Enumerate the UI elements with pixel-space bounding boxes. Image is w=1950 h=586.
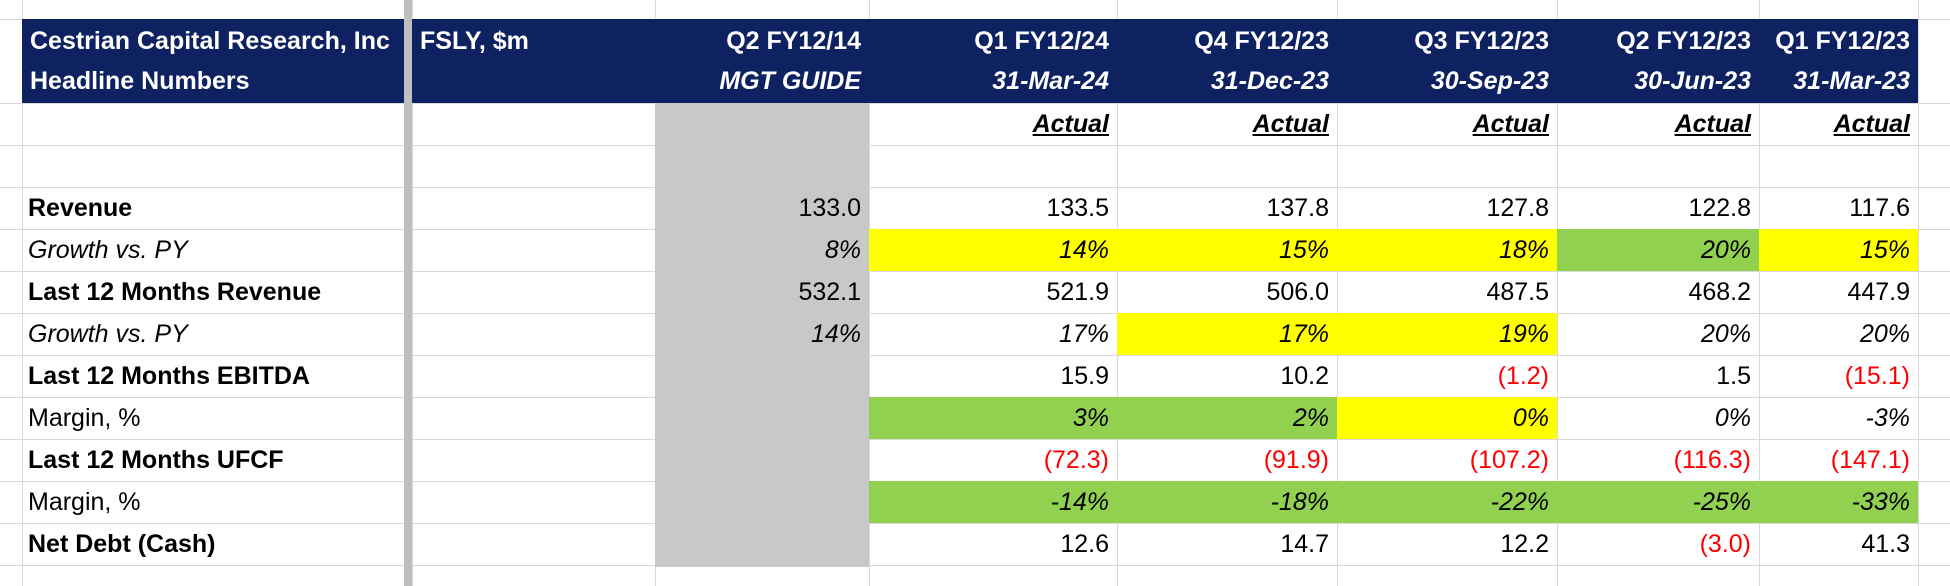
guide-period: Q2 FY12/14: [726, 27, 861, 55]
ticker-header-cell[interactable]: FSLY, $m: [412, 19, 655, 103]
value-cell[interactable]: (72.3): [1043, 446, 1109, 474]
value-cell[interactable]: 1.5: [1716, 362, 1751, 390]
company-header-cell[interactable]: Cestrian Capital Research, Inc Headline …: [22, 19, 404, 103]
guide-value[interactable]: 133.0: [798, 194, 861, 222]
table-row: Last 12 Months EBITDA 15.9 10.2 (1.2) 1.…: [0, 355, 1950, 397]
value-cell[interactable]: 487.5: [1486, 278, 1549, 306]
guide-value[interactable]: 532.1: [798, 278, 861, 306]
value-cell[interactable]: 521.9: [1046, 278, 1109, 306]
value-cell[interactable]: -14%: [869, 481, 1117, 523]
value-cell[interactable]: 19%: [1337, 313, 1557, 355]
period-quarter: Q2 FY12/23: [1616, 27, 1751, 55]
period-quarter: Q3 FY12/23: [1414, 27, 1549, 55]
table-row: Margin, % 3% 2% 0% 0% -3%: [0, 397, 1950, 439]
table-row: Margin, % -14% -18% -22% -25% -33%: [0, 481, 1950, 523]
row-label[interactable]: Last 12 Months UFCF: [28, 446, 284, 474]
value-cell[interactable]: 10.2: [1280, 362, 1329, 390]
row-label[interactable]: Growth vs. PY: [28, 236, 188, 264]
value-cell[interactable]: (1.2): [1497, 362, 1549, 390]
table-row: Growth vs. PY 8% 14% 15% 18% 20% 15%: [0, 229, 1950, 271]
value-cell[interactable]: (147.1): [1830, 446, 1910, 474]
value-cell[interactable]: 0%: [1337, 397, 1557, 439]
value-cell[interactable]: 137.8: [1266, 194, 1329, 222]
value-cell[interactable]: 20%: [1859, 320, 1910, 348]
value-cell[interactable]: 468.2: [1688, 278, 1751, 306]
table-row: Net Debt (Cash) 12.6 14.7 12.2 (3.0) 41.…: [0, 523, 1950, 565]
value-cell[interactable]: 14%: [869, 229, 1117, 271]
value-cell[interactable]: 12.2: [1500, 530, 1549, 558]
period-header-2[interactable]: Q4 FY12/23 31-Dec-23: [1117, 19, 1337, 103]
value-cell[interactable]: 41.3: [1861, 530, 1910, 558]
row-label[interactable]: Revenue: [28, 194, 133, 222]
table-row: Last 12 Months UFCF (72.3) (91.9) (107.2…: [0, 439, 1950, 481]
value-cell[interactable]: 3%: [869, 397, 1117, 439]
value-cell[interactable]: 20%: [1700, 320, 1751, 348]
value-cell[interactable]: 122.8: [1688, 194, 1751, 222]
period-quarter: Q1 FY12/24: [974, 27, 1109, 55]
guide-label: MGT GUIDE: [719, 67, 861, 95]
table-row: Revenue 133.0 133.5 137.8 127.8 122.8 11…: [0, 187, 1950, 229]
value-cell[interactable]: -3%: [1865, 404, 1910, 432]
row-label[interactable]: Growth vs. PY: [28, 320, 188, 348]
value-cell[interactable]: 15.9: [1060, 362, 1109, 390]
actual-label[interactable]: Actual: [1674, 110, 1751, 138]
frozen-pane-divider[interactable]: [404, 0, 412, 586]
actual-label[interactable]: Actual: [1833, 110, 1910, 138]
value-cell[interactable]: 133.5: [1046, 194, 1109, 222]
value-cell[interactable]: -22%: [1337, 481, 1557, 523]
value-cell[interactable]: 15%: [1117, 229, 1337, 271]
value-cell[interactable]: 447.9: [1847, 278, 1910, 306]
row-label[interactable]: Margin, %: [28, 404, 141, 432]
value-cell[interactable]: 506.0: [1266, 278, 1329, 306]
guide-column-shading: [655, 103, 869, 567]
actual-label[interactable]: Actual: [1252, 110, 1329, 138]
period-date: 30-Jun-23: [1634, 67, 1751, 95]
value-cell[interactable]: 12.6: [1060, 530, 1109, 558]
value-cell[interactable]: 20%: [1557, 229, 1759, 271]
value-cell[interactable]: 2%: [1117, 397, 1337, 439]
value-cell[interactable]: (91.9): [1263, 446, 1329, 474]
value-cell[interactable]: 18%: [1337, 229, 1557, 271]
guide-value[interactable]: 14%: [810, 320, 861, 348]
period-date: 31-Dec-23: [1210, 67, 1329, 95]
value-cell[interactable]: 17%: [1117, 313, 1337, 355]
report-title: Headline Numbers: [30, 67, 250, 95]
value-cell[interactable]: 127.8: [1486, 194, 1549, 222]
period-header-5[interactable]: Q1 FY12/23 31-Mar-23: [1759, 19, 1918, 103]
value-cell[interactable]: 14.7: [1280, 530, 1329, 558]
period-date: 31-Mar-24: [992, 67, 1109, 95]
value-cell[interactable]: 117.6: [1849, 194, 1910, 222]
value-cell[interactable]: -33%: [1759, 481, 1918, 523]
actual-label[interactable]: Actual: [1032, 110, 1109, 138]
row-label[interactable]: Net Debt (Cash): [28, 530, 216, 558]
value-cell[interactable]: (15.1): [1844, 362, 1910, 390]
period-header-3[interactable]: Q3 FY12/23 30-Sep-23: [1337, 19, 1557, 103]
company-name: Cestrian Capital Research, Inc: [30, 27, 390, 55]
period-date: 30-Sep-23: [1430, 67, 1549, 95]
guide-value[interactable]: 8%: [824, 236, 861, 264]
ticker-label: FSLY, $m: [420, 27, 529, 55]
value-cell[interactable]: (116.3): [1673, 446, 1751, 474]
period-date: 31-Mar-23: [1793, 67, 1910, 95]
period-header-1[interactable]: Q1 FY12/24 31-Mar-24: [869, 19, 1117, 103]
row-label[interactable]: Last 12 Months Revenue: [28, 278, 322, 306]
table-row: Last 12 Months Revenue 532.1 521.9 506.0…: [0, 271, 1950, 313]
period-quarter: Q4 FY12/23: [1194, 27, 1329, 55]
value-cell[interactable]: 0%: [1714, 404, 1751, 432]
actual-label[interactable]: Actual: [1472, 110, 1549, 138]
value-cell[interactable]: (107.2): [1469, 446, 1549, 474]
value-cell[interactable]: 17%: [1058, 320, 1109, 348]
table-row: Growth vs. PY 14% 17% 17% 19% 20% 20%: [0, 313, 1950, 355]
period-quarter: Q1 FY12/23: [1775, 27, 1910, 55]
value-cell[interactable]: -18%: [1117, 481, 1337, 523]
value-cell[interactable]: (3.0): [1699, 530, 1751, 558]
period-header-4[interactable]: Q2 FY12/23 30-Jun-23: [1557, 19, 1759, 103]
row-label[interactable]: Margin, %: [28, 488, 141, 516]
row-label[interactable]: Last 12 Months EBITDA: [28, 362, 310, 390]
value-cell[interactable]: 15%: [1759, 229, 1918, 271]
guide-header-cell[interactable]: Q2 FY12/14 MGT GUIDE: [655, 19, 869, 103]
value-cell[interactable]: -25%: [1557, 481, 1759, 523]
